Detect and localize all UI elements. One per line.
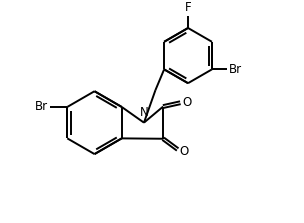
Text: Br: Br xyxy=(35,100,48,114)
Text: O: O xyxy=(179,145,188,158)
Text: N: N xyxy=(140,106,148,119)
Text: Br: Br xyxy=(229,63,242,76)
Text: F: F xyxy=(185,1,191,14)
Text: O: O xyxy=(183,96,192,109)
